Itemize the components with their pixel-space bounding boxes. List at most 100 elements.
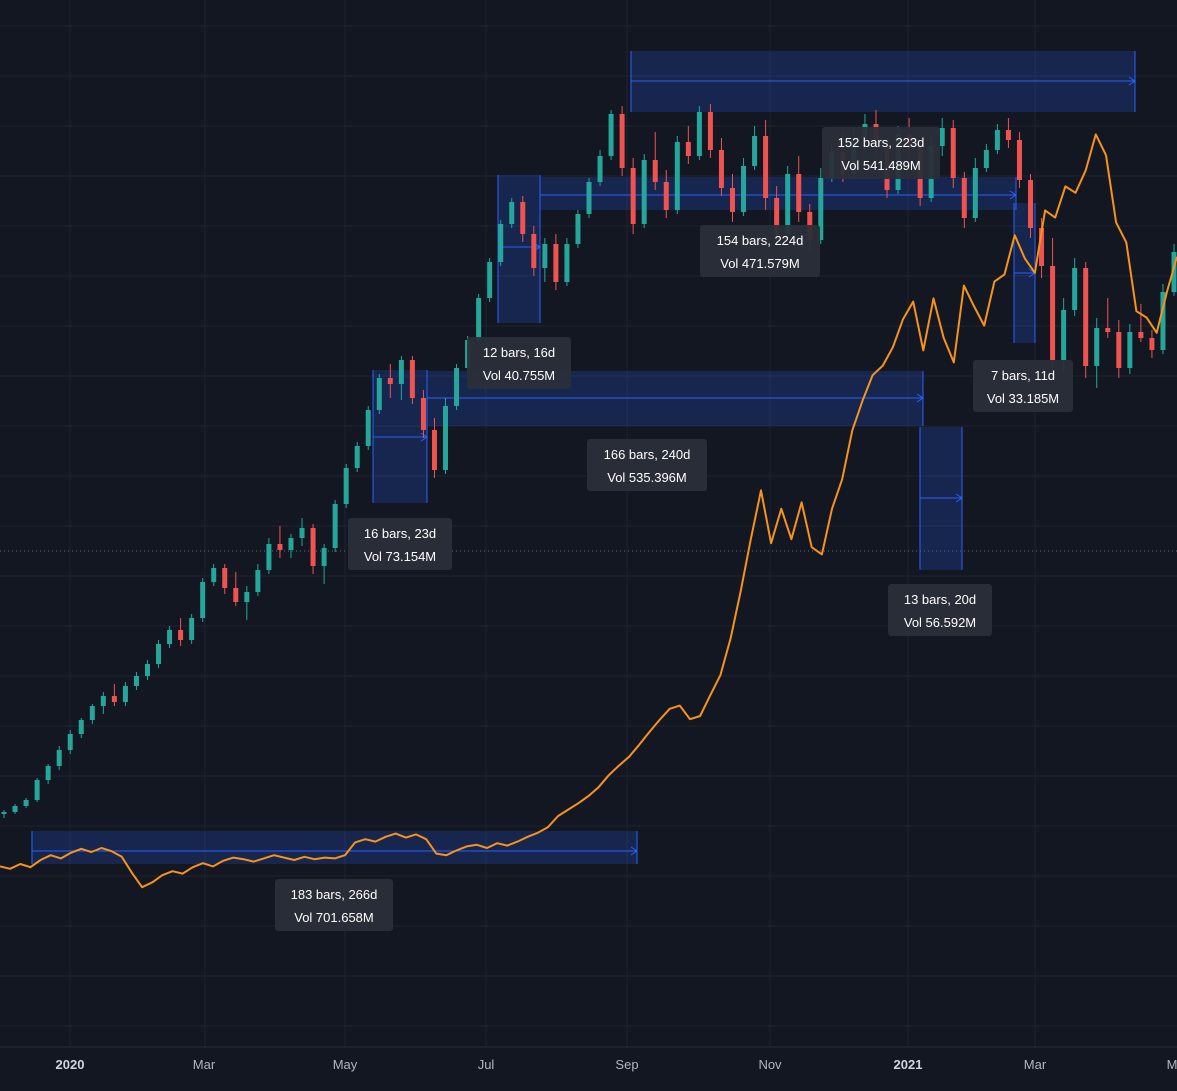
candle-body bbox=[939, 128, 945, 146]
measurement-label-bg bbox=[275, 879, 393, 931]
candle-body bbox=[376, 378, 382, 410]
candle bbox=[431, 418, 437, 478]
candle-body bbox=[332, 504, 338, 548]
candle bbox=[156, 640, 162, 668]
candle bbox=[200, 578, 206, 622]
candle-body bbox=[343, 468, 349, 504]
candle-body bbox=[774, 198, 780, 234]
time-axis-label: Sep bbox=[615, 1057, 638, 1072]
candle bbox=[520, 196, 526, 242]
candle-body bbox=[950, 128, 956, 178]
candle bbox=[531, 226, 537, 276]
time-axis-label: Mar bbox=[1024, 1057, 1047, 1072]
measurement-label-bg bbox=[888, 584, 992, 636]
candle bbox=[796, 156, 802, 222]
measurement-bars-text: 13 bars, 20d bbox=[904, 592, 976, 607]
candle-body bbox=[189, 618, 195, 640]
time-axis[interactable]: 2020 Mar May Jul Sep Nov 2021 Mar M bbox=[0, 1046, 1177, 1072]
candle bbox=[1083, 262, 1089, 378]
candle-body bbox=[729, 188, 735, 212]
candle-body bbox=[244, 592, 250, 602]
candle bbox=[741, 158, 747, 216]
candle bbox=[365, 406, 371, 450]
measurement-bars-text: 16 bars, 23d bbox=[364, 526, 436, 541]
candle bbox=[619, 106, 625, 176]
measurement-label: 13 bars, 20d Vol 56.592M bbox=[888, 584, 992, 636]
candle bbox=[133, 672, 139, 690]
candle-body bbox=[200, 582, 206, 618]
candle bbox=[1160, 284, 1166, 354]
candle-body bbox=[796, 174, 802, 212]
candle bbox=[443, 398, 449, 474]
candle bbox=[189, 614, 195, 644]
measurement-boxes[interactable] bbox=[31, 51, 1136, 864]
candle bbox=[1149, 330, 1155, 358]
candle-body bbox=[542, 244, 548, 268]
candle bbox=[575, 210, 581, 248]
candle-body bbox=[1050, 266, 1056, 360]
measurement-bars-text: 166 bars, 240d bbox=[604, 447, 691, 462]
candle bbox=[211, 564, 217, 586]
candle bbox=[409, 356, 415, 404]
candle bbox=[67, 730, 73, 754]
candle-body bbox=[652, 160, 658, 182]
measurement-label-bg bbox=[973, 360, 1073, 412]
candle bbox=[332, 500, 338, 552]
candle-body bbox=[597, 156, 603, 182]
candle-body bbox=[34, 780, 40, 800]
candle bbox=[509, 198, 515, 228]
measurement-label: 16 bars, 23d Vol 73.154M bbox=[348, 518, 452, 570]
date-price-range-box[interactable] bbox=[630, 51, 1136, 112]
candle-body bbox=[12, 806, 18, 812]
candle bbox=[652, 132, 658, 190]
candle-body bbox=[420, 398, 426, 430]
overlay-line-series bbox=[0, 133, 1177, 889]
candle bbox=[111, 684, 117, 706]
candle bbox=[685, 126, 691, 164]
candle-body bbox=[144, 664, 150, 676]
candle-body bbox=[398, 360, 404, 384]
candle-body bbox=[78, 720, 84, 734]
candle-body bbox=[1016, 140, 1022, 180]
candle bbox=[1138, 304, 1144, 342]
candlestick-series bbox=[1, 104, 1177, 818]
measurement-bars-text: 183 bars, 266d bbox=[291, 887, 378, 902]
candle-body bbox=[409, 360, 415, 398]
candle-body bbox=[387, 378, 393, 384]
date-price-range-box[interactable] bbox=[372, 370, 428, 503]
candle-body bbox=[1149, 338, 1155, 350]
candle bbox=[454, 364, 460, 410]
time-axis-label: Mar bbox=[193, 1057, 216, 1072]
candle-body bbox=[763, 136, 769, 198]
candle-body bbox=[619, 114, 625, 168]
candle bbox=[1061, 298, 1067, 372]
date-price-range-box[interactable] bbox=[919, 427, 963, 570]
candle-body bbox=[454, 368, 460, 406]
candle bbox=[983, 144, 989, 172]
candle bbox=[1005, 118, 1011, 148]
candle-body bbox=[553, 244, 559, 282]
candle-body bbox=[630, 168, 636, 224]
candle-body bbox=[663, 182, 669, 210]
candle-body bbox=[122, 686, 128, 702]
time-axis-label: Jul bbox=[478, 1057, 495, 1072]
candle bbox=[972, 158, 978, 222]
measurement-label-bg bbox=[700, 225, 820, 277]
candle-body bbox=[1028, 180, 1034, 228]
candle bbox=[100, 692, 106, 714]
candle bbox=[961, 172, 967, 228]
candle-body bbox=[100, 696, 106, 706]
candle-body bbox=[641, 160, 647, 224]
measurement-volume-text: Vol 33.185M bbox=[987, 391, 1059, 406]
candle bbox=[476, 294, 482, 344]
candle bbox=[608, 110, 614, 160]
candle-body bbox=[983, 150, 989, 168]
candle bbox=[255, 564, 261, 596]
candle-body bbox=[752, 136, 758, 166]
range-arrowhead bbox=[630, 846, 638, 856]
candle-body bbox=[741, 166, 747, 212]
measurement-label-bg bbox=[348, 518, 452, 570]
candle-body bbox=[1138, 332, 1144, 338]
candle-body bbox=[431, 430, 437, 470]
